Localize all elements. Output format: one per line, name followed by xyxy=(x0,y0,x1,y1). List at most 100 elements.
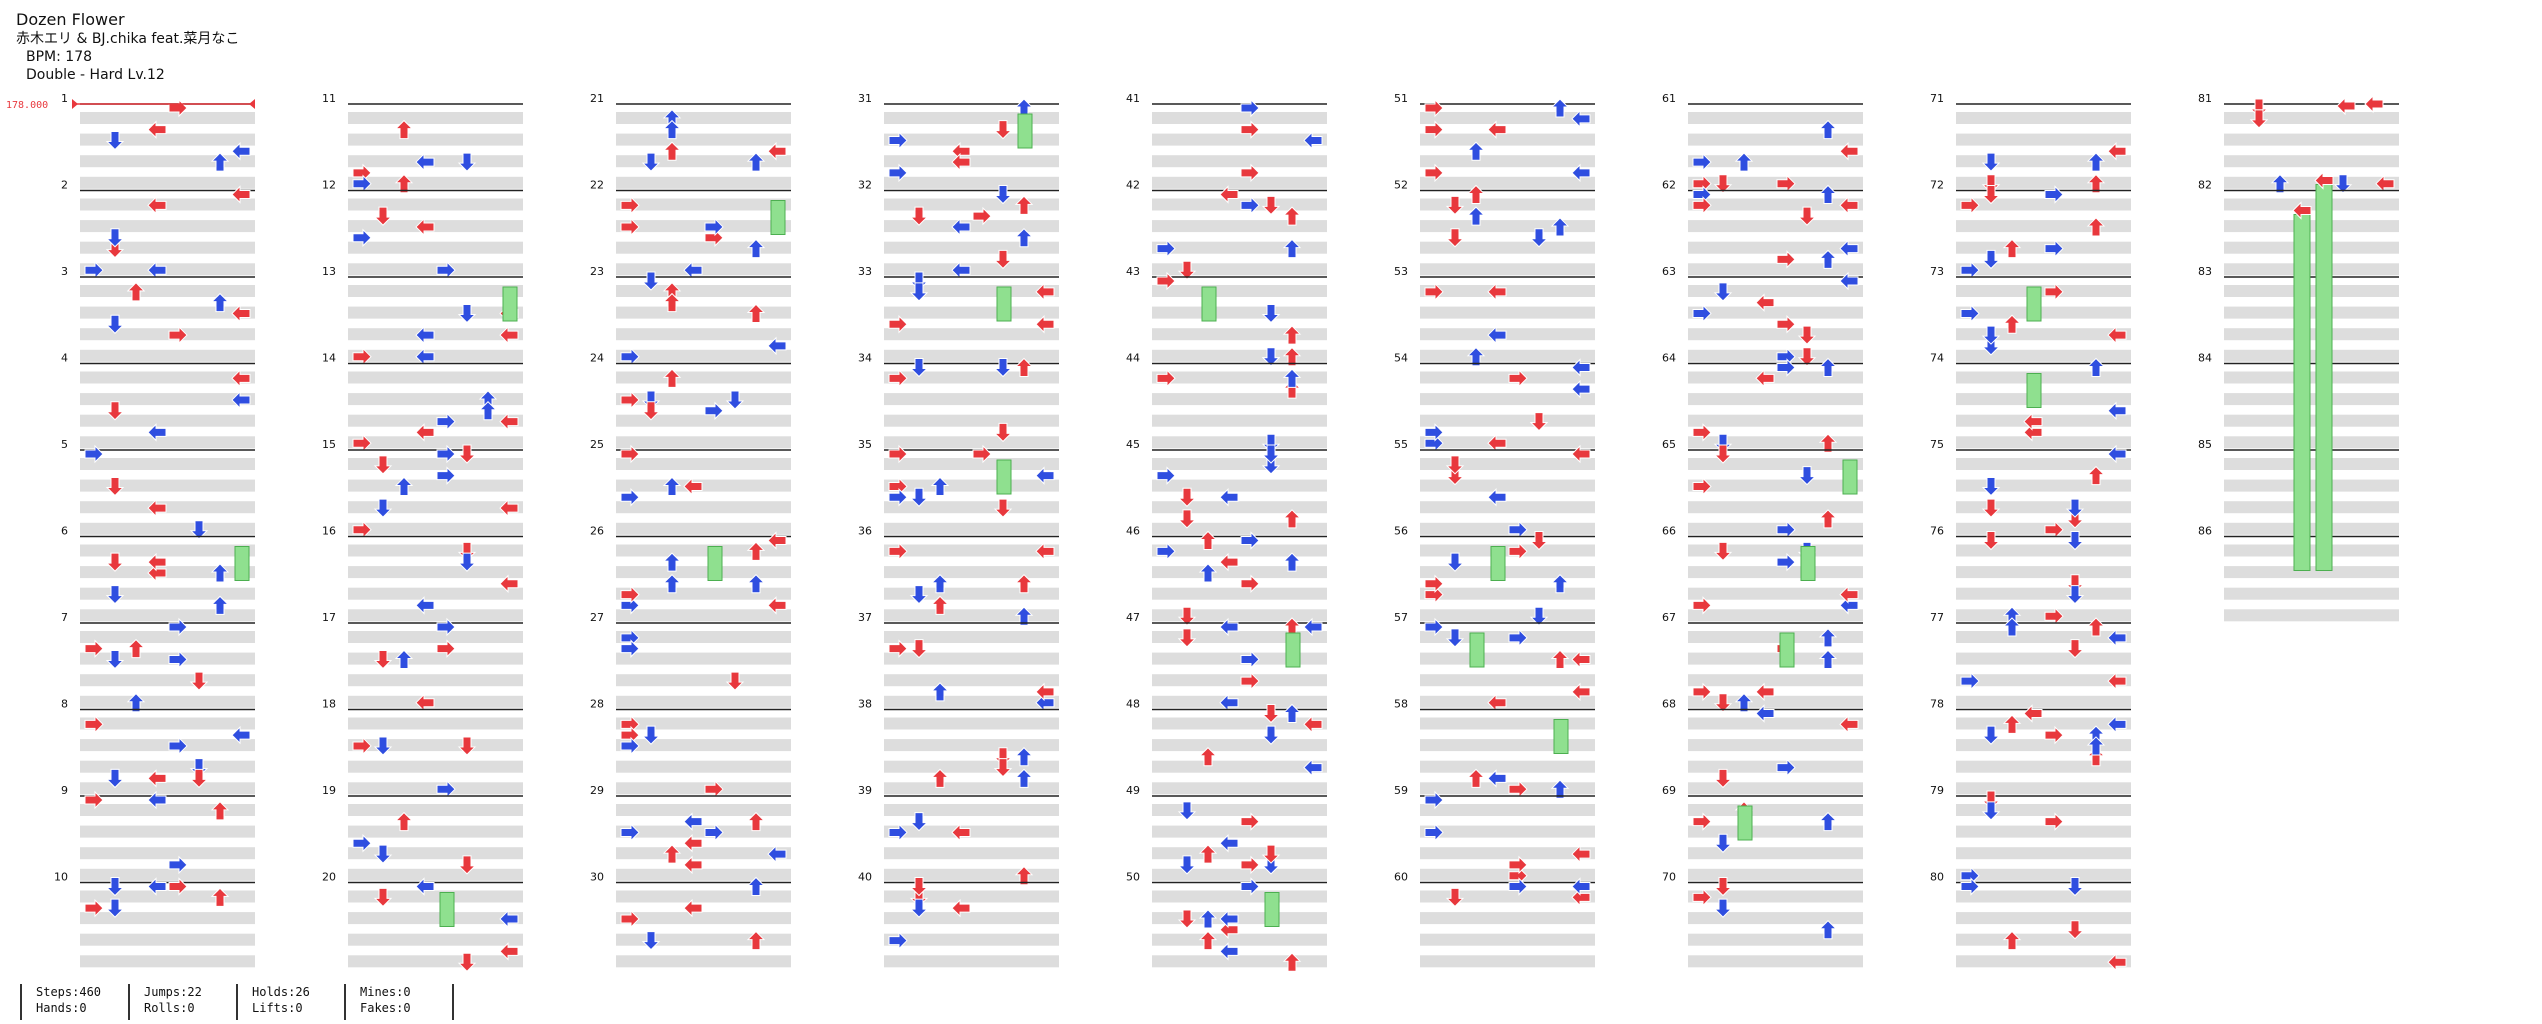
measure-number: 71 xyxy=(1930,92,1944,105)
step-arrow xyxy=(993,498,1013,518)
measure-number: 17 xyxy=(322,611,336,624)
beat-band xyxy=(616,112,791,124)
step-arrow-shape xyxy=(1014,574,1034,594)
beat-band xyxy=(1688,868,1863,881)
bpm-label: BPM: 178 xyxy=(26,49,93,65)
step-arrow-shape xyxy=(352,834,372,853)
step-arrow-shape xyxy=(1303,715,1323,734)
step-arrow-shape xyxy=(1487,282,1507,302)
step-arrow xyxy=(1960,304,1980,323)
step-arrow-shape xyxy=(704,823,724,842)
beat-band xyxy=(80,198,255,211)
step-arrow xyxy=(1839,271,1859,291)
step-arrow-shape xyxy=(1550,98,1570,118)
step-arrow xyxy=(972,444,992,464)
hold-body xyxy=(2315,184,2333,571)
beat-band xyxy=(1420,155,1595,168)
step-arrow-shape xyxy=(2107,401,2127,420)
step-arrow xyxy=(767,142,787,161)
beat-band xyxy=(616,220,791,233)
step-arrow-shape xyxy=(620,444,640,464)
step-arrow xyxy=(1797,325,1817,345)
step-arrow xyxy=(767,531,787,550)
beat-band xyxy=(348,587,523,600)
beat-band xyxy=(80,285,255,297)
step-arrow xyxy=(147,877,167,896)
beat-band xyxy=(616,868,791,881)
beat-band xyxy=(348,176,523,189)
beat-band xyxy=(80,890,255,903)
beat-band xyxy=(1420,112,1595,124)
step-arrow-shape xyxy=(415,423,435,442)
beat-band xyxy=(1152,868,1327,881)
step-arrow xyxy=(1282,368,1302,388)
step-arrow xyxy=(352,834,372,853)
step-arrow-shape xyxy=(683,477,703,496)
measure-number: 46 xyxy=(1126,525,1140,538)
step-arrow-shape xyxy=(2002,930,2022,951)
step-arrow-shape xyxy=(1981,185,2001,205)
beat-band xyxy=(616,652,791,665)
beat-band xyxy=(2224,393,2399,406)
step-arrow-shape xyxy=(189,671,209,691)
step-arrow-shape xyxy=(105,401,125,421)
beat-band xyxy=(1956,825,2131,838)
beat-band xyxy=(80,631,255,643)
hold-body xyxy=(439,892,455,927)
step-arrow-shape xyxy=(1424,282,1444,302)
step-arrow-shape xyxy=(641,271,661,291)
step-arrow-shape xyxy=(1198,844,1218,864)
step-arrow-shape xyxy=(1014,747,1034,767)
step-arrow-shape xyxy=(888,163,908,183)
beat-band xyxy=(884,436,1059,449)
step-arrow xyxy=(662,844,682,864)
step-arrow-shape xyxy=(1776,315,1796,334)
step-arrow-shape xyxy=(1692,152,1712,172)
step-arrow-shape xyxy=(2065,585,2085,605)
step-arrow-shape xyxy=(1776,758,1796,777)
step-arrow-shape xyxy=(1839,715,1859,734)
step-arrow xyxy=(1424,423,1444,442)
beat-band xyxy=(1688,652,1863,665)
step-arrow xyxy=(1692,423,1712,442)
step-arrow xyxy=(909,282,929,302)
measure-number: 24 xyxy=(590,352,604,365)
beat-band xyxy=(2224,436,2399,449)
step-arrow-shape xyxy=(1487,488,1507,507)
hold-body xyxy=(1842,459,1858,495)
step-arrow-shape xyxy=(84,790,104,810)
step-arrow-shape xyxy=(767,336,787,356)
step-arrow-shape xyxy=(2044,725,2064,745)
step-arrow-shape xyxy=(1818,509,1838,529)
step-arrow xyxy=(704,823,724,842)
step-arrow-shape xyxy=(1240,163,1260,183)
step-arrow-shape xyxy=(2336,96,2356,116)
beat-band xyxy=(1956,176,2131,189)
beat-band xyxy=(1152,176,1327,189)
beat-band xyxy=(2224,587,2399,600)
beat-band xyxy=(1688,285,1863,297)
step-arrow xyxy=(1692,304,1712,323)
step-arrow-shape xyxy=(1156,369,1176,388)
step-arrow xyxy=(1981,531,2001,551)
step-arrow xyxy=(457,552,477,572)
song-header: Dozen Flower 赤木エリ & BJ.chika feat.菜月なこ B… xyxy=(16,10,239,84)
step-arrow xyxy=(993,758,1013,778)
beat-band xyxy=(1420,306,1595,319)
step-arrow xyxy=(84,639,104,658)
measure-number: 62 xyxy=(1662,179,1676,192)
beat-band xyxy=(1152,739,1327,752)
step-arrow xyxy=(126,638,146,659)
step-arrow xyxy=(231,390,251,410)
step-arrow-shape xyxy=(888,444,908,464)
step-arrow xyxy=(1981,152,2001,172)
step-arrow xyxy=(126,692,146,713)
measure-number: 20 xyxy=(322,871,336,884)
beat-band xyxy=(80,393,255,406)
beat-band xyxy=(1152,349,1327,362)
step-arrow-shape xyxy=(189,520,209,540)
measure-number: 33 xyxy=(858,265,872,278)
beat-band xyxy=(1420,414,1595,427)
step-arrow-shape xyxy=(499,909,519,929)
step-arrow xyxy=(951,898,971,918)
